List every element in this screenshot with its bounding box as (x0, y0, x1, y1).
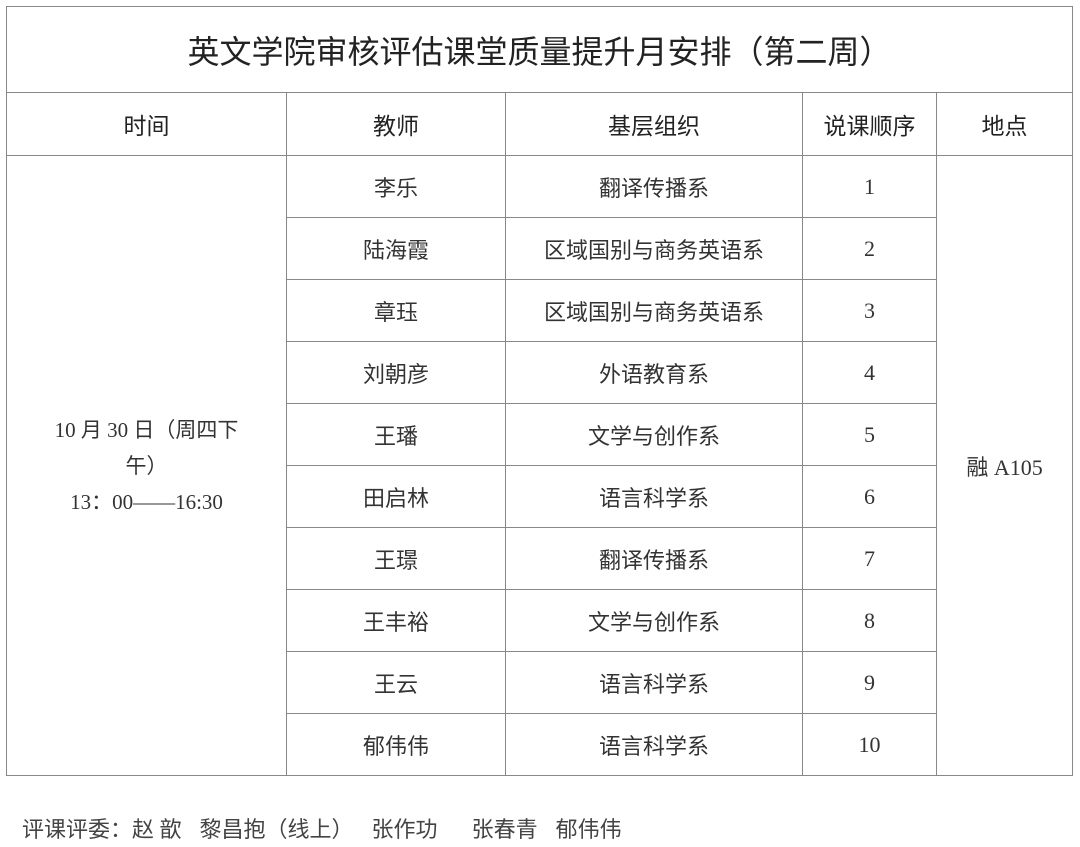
schedule-table: 英文学院审核评估课堂质量提升月安排（第二周） 时间 教师 基层组织 说课顺序 地… (5, 6, 1074, 776)
teacher-cell: 郁伟伟 (286, 713, 506, 776)
org-cell: 外语教育系 (505, 341, 803, 404)
table-row: 章珏 区域国别与商务英语系 3 (7, 279, 1073, 342)
order-cell: 2 (802, 217, 937, 280)
table-row: 10 月 30 日（周四下 午） 13：00——16:30 李乐 翻译传播系 1 融 A10… (6, 155, 1074, 776)
judges-line: 评课评委：赵 歆黎昌抱（线上） 张作功 张春青 郁伟伟 (22, 812, 640, 844)
teacher-cell: 王云 (286, 651, 506, 714)
teacher-cell: 刘朝彦 (286, 341, 506, 404)
org-cell: 翻译传播系 (505, 527, 803, 590)
org-cell: 区域国别与商务英语系 (505, 217, 803, 280)
teacher-cell: 章珏 (286, 279, 506, 342)
order-cell: 4 (802, 341, 937, 404)
org-cell: 文学与创作系 (505, 403, 803, 466)
table-row: 陆海霞 区域国别与商务英语系 2 (7, 217, 1073, 280)
teacher-cell: 田启林 (286, 465, 506, 528)
org-cell: 区域国别与商务英语系 (505, 279, 803, 342)
judge: 郁伟伟 (555, 817, 622, 842)
order-cell: 8 (802, 589, 937, 652)
header-teacher: 教师 (286, 92, 506, 156)
order-cell: 6 (802, 465, 937, 528)
judge: 赵 歆 (132, 817, 182, 842)
judge: 黎昌抱（线上） (199, 817, 354, 842)
table-row: 田启林 语言科学系 6 (7, 465, 1073, 528)
teacher-cell: 陆海霞 (286, 217, 506, 280)
judge: 张春青 (471, 817, 538, 842)
order-cell: 10 (802, 713, 937, 776)
order-cell: 7 (802, 527, 937, 590)
table-row: 王璠 文学与创作系 5 (7, 403, 1073, 466)
org-cell: 语言科学系 (505, 651, 803, 714)
page-title: 英文学院审核评估课堂质量提升月安排（第二周） (5, 6, 1074, 93)
time-line: 午） (125, 453, 168, 478)
org-cell: 语言科学系 (505, 713, 803, 776)
judges-label: 评课评委： (22, 817, 133, 842)
table-row: 王璟 翻译传播系 7 (7, 527, 1073, 590)
teacher-cell: 王丰裕 (286, 589, 506, 652)
time-range: 13：00——16:30 (70, 489, 223, 514)
org-cell: 翻译传播系 (505, 155, 803, 218)
teacher-cell: 李乐 (286, 155, 506, 218)
order-cell: 5 (802, 403, 937, 466)
judge: 张作功 (371, 817, 438, 842)
org-cell: 文学与创作系 (505, 589, 803, 652)
order-cell: 9 (802, 651, 937, 714)
header-org: 基层组织 (505, 92, 803, 156)
header-location: 地点 (935, 92, 1074, 156)
time-line: 10 月 30 日（周四下 (54, 417, 239, 442)
location-cell: 融 A105 (935, 155, 1074, 776)
header-time: 时间 (6, 92, 287, 156)
order-cell: 3 (802, 279, 937, 342)
org-cell: 语言科学系 (505, 465, 803, 528)
teacher-cell: 王璠 (286, 403, 506, 466)
header-order: 说课顺序 (802, 92, 937, 156)
table-row: 郁伟伟 语言科学系 10 (7, 713, 1073, 776)
teacher-cell: 王璟 (286, 527, 506, 590)
time-cell: 10 月 30 日（周四下 午） 13：00——16:30 (6, 155, 287, 776)
table-row: 王丰裕 文学与创作系 8 (7, 589, 1073, 652)
order-cell: 1 (802, 155, 937, 218)
